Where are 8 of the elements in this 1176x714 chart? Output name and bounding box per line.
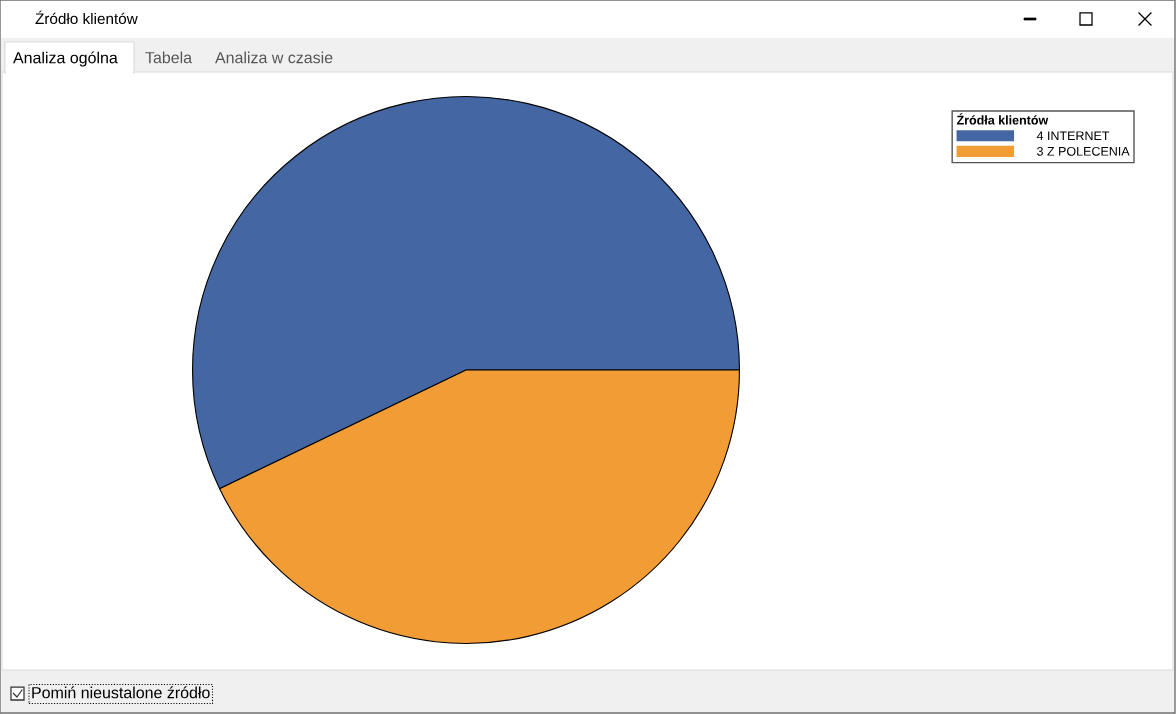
chart-title: Źródło klientów: [35, 10, 138, 25]
legend-label: 4 INTERNET: [1036, 131, 1110, 141]
legend-label: 3 Z POLECENIA: [1037, 146, 1130, 156]
text: Analiza w czasie: [215, 51, 333, 64]
text: Tabela: [145, 51, 193, 64]
legend-title: Źródła klientów: [956, 113, 1049, 125]
text: Analiza ogólna: [13, 51, 118, 67]
text: Pomiń nieustalone źródło: [32, 686, 210, 699]
